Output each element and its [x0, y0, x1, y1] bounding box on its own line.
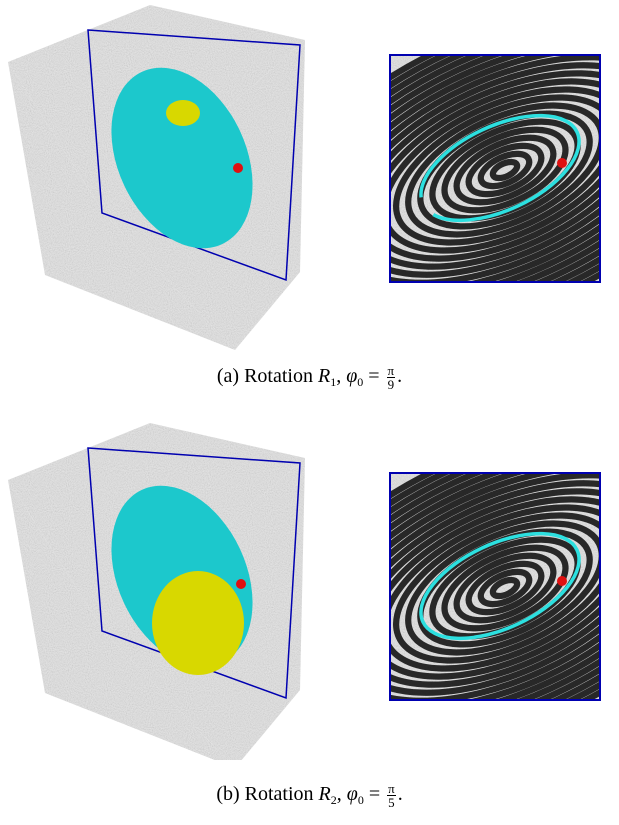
caption-denominator: 9: [387, 378, 396, 391]
caption-label: (a) Rotation: [217, 365, 313, 387]
caption-angle-sub: 0: [358, 793, 364, 807]
point: [557, 576, 567, 586]
caption-symbol: R: [319, 783, 331, 805]
caption-angle: φ: [346, 365, 357, 387]
caption-separator: ,: [336, 365, 341, 387]
caption-end: .: [398, 783, 403, 805]
cap: [166, 100, 200, 126]
caption-angle-sub: 0: [357, 375, 363, 389]
caption-end: .: [397, 365, 402, 387]
cap: [152, 571, 244, 675]
caption-denominator: 5: [387, 796, 396, 809]
point: [557, 158, 567, 168]
point: [233, 163, 243, 173]
caption-angle: φ: [347, 783, 358, 805]
caption-label: (b) Rotation: [216, 783, 313, 805]
caption-relation: =: [369, 783, 380, 805]
page: (a) Rotation R1, φ0 = π9. (b) Rotation R…: [0, 0, 619, 825]
caption-numerator: π: [387, 364, 396, 378]
caption-relation: =: [368, 365, 379, 387]
caption-symbol: R: [318, 365, 330, 387]
caption-numerator: π: [387, 782, 396, 796]
caption-separator: ,: [337, 783, 342, 805]
point: [236, 579, 246, 589]
